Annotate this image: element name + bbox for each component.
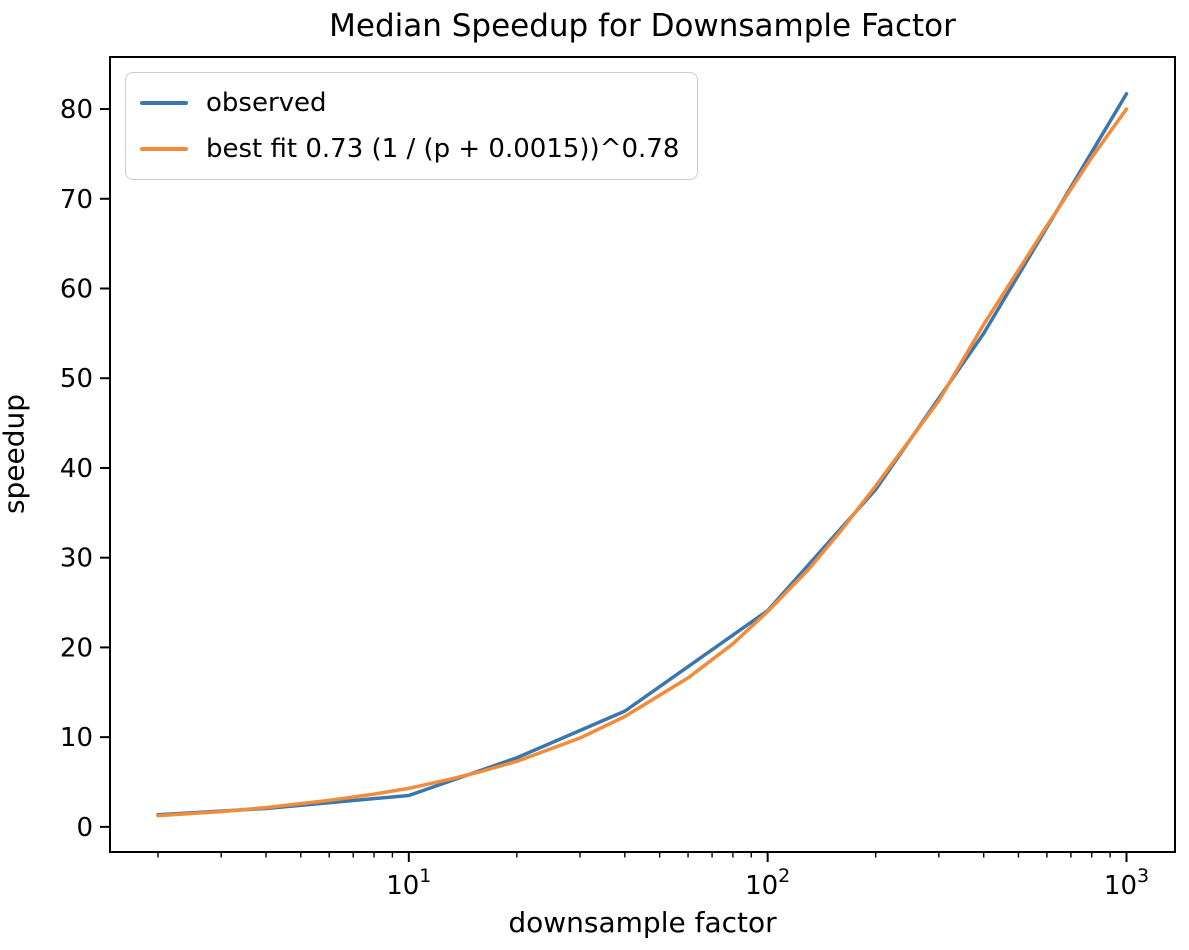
legend-swatch-observed (140, 100, 188, 106)
legend-item-best-fit: best fit 0.73 (1 / (p + 0.0015))^0.78 (140, 129, 679, 169)
y-axis-tick-label: 70 (60, 185, 93, 215)
legend-label-best-fit: best fit 0.73 (1 / (p + 0.0015))^0.78 (206, 134, 680, 164)
legend: observed best fit 0.73 (1 / (p + 0.0015)… (125, 72, 699, 180)
chart-title: Median Speedup for Downsample Factor (329, 8, 956, 44)
x-axis-tick-label: 103 (1104, 865, 1149, 901)
y-axis-tick-label: 80 (60, 95, 93, 125)
y-axis-tick-label: 0 (76, 813, 93, 843)
legend-item-observed: observed (140, 83, 679, 123)
plot-border (109, 56, 1176, 853)
y-axis-tick-label: 30 (60, 544, 93, 574)
y-axis-tick-label: 50 (60, 364, 93, 394)
legend-label-observed: observed (206, 88, 327, 118)
y-axis-tick-label: 60 (60, 275, 93, 305)
x-axis-label: downsample factor (508, 906, 777, 939)
y-axis-tick-label: 40 (60, 454, 93, 484)
x-axis-tick-label: 102 (745, 865, 790, 901)
y-axis-label-text: speedup (0, 393, 31, 515)
y-axis-tick-label: 20 (60, 633, 93, 663)
x-axis-tick-label: 101 (386, 865, 431, 901)
best-fit-line (156, 107, 1129, 818)
legend-swatch-best-fit (140, 146, 188, 152)
y-axis-tick-label: 10 (60, 723, 93, 753)
